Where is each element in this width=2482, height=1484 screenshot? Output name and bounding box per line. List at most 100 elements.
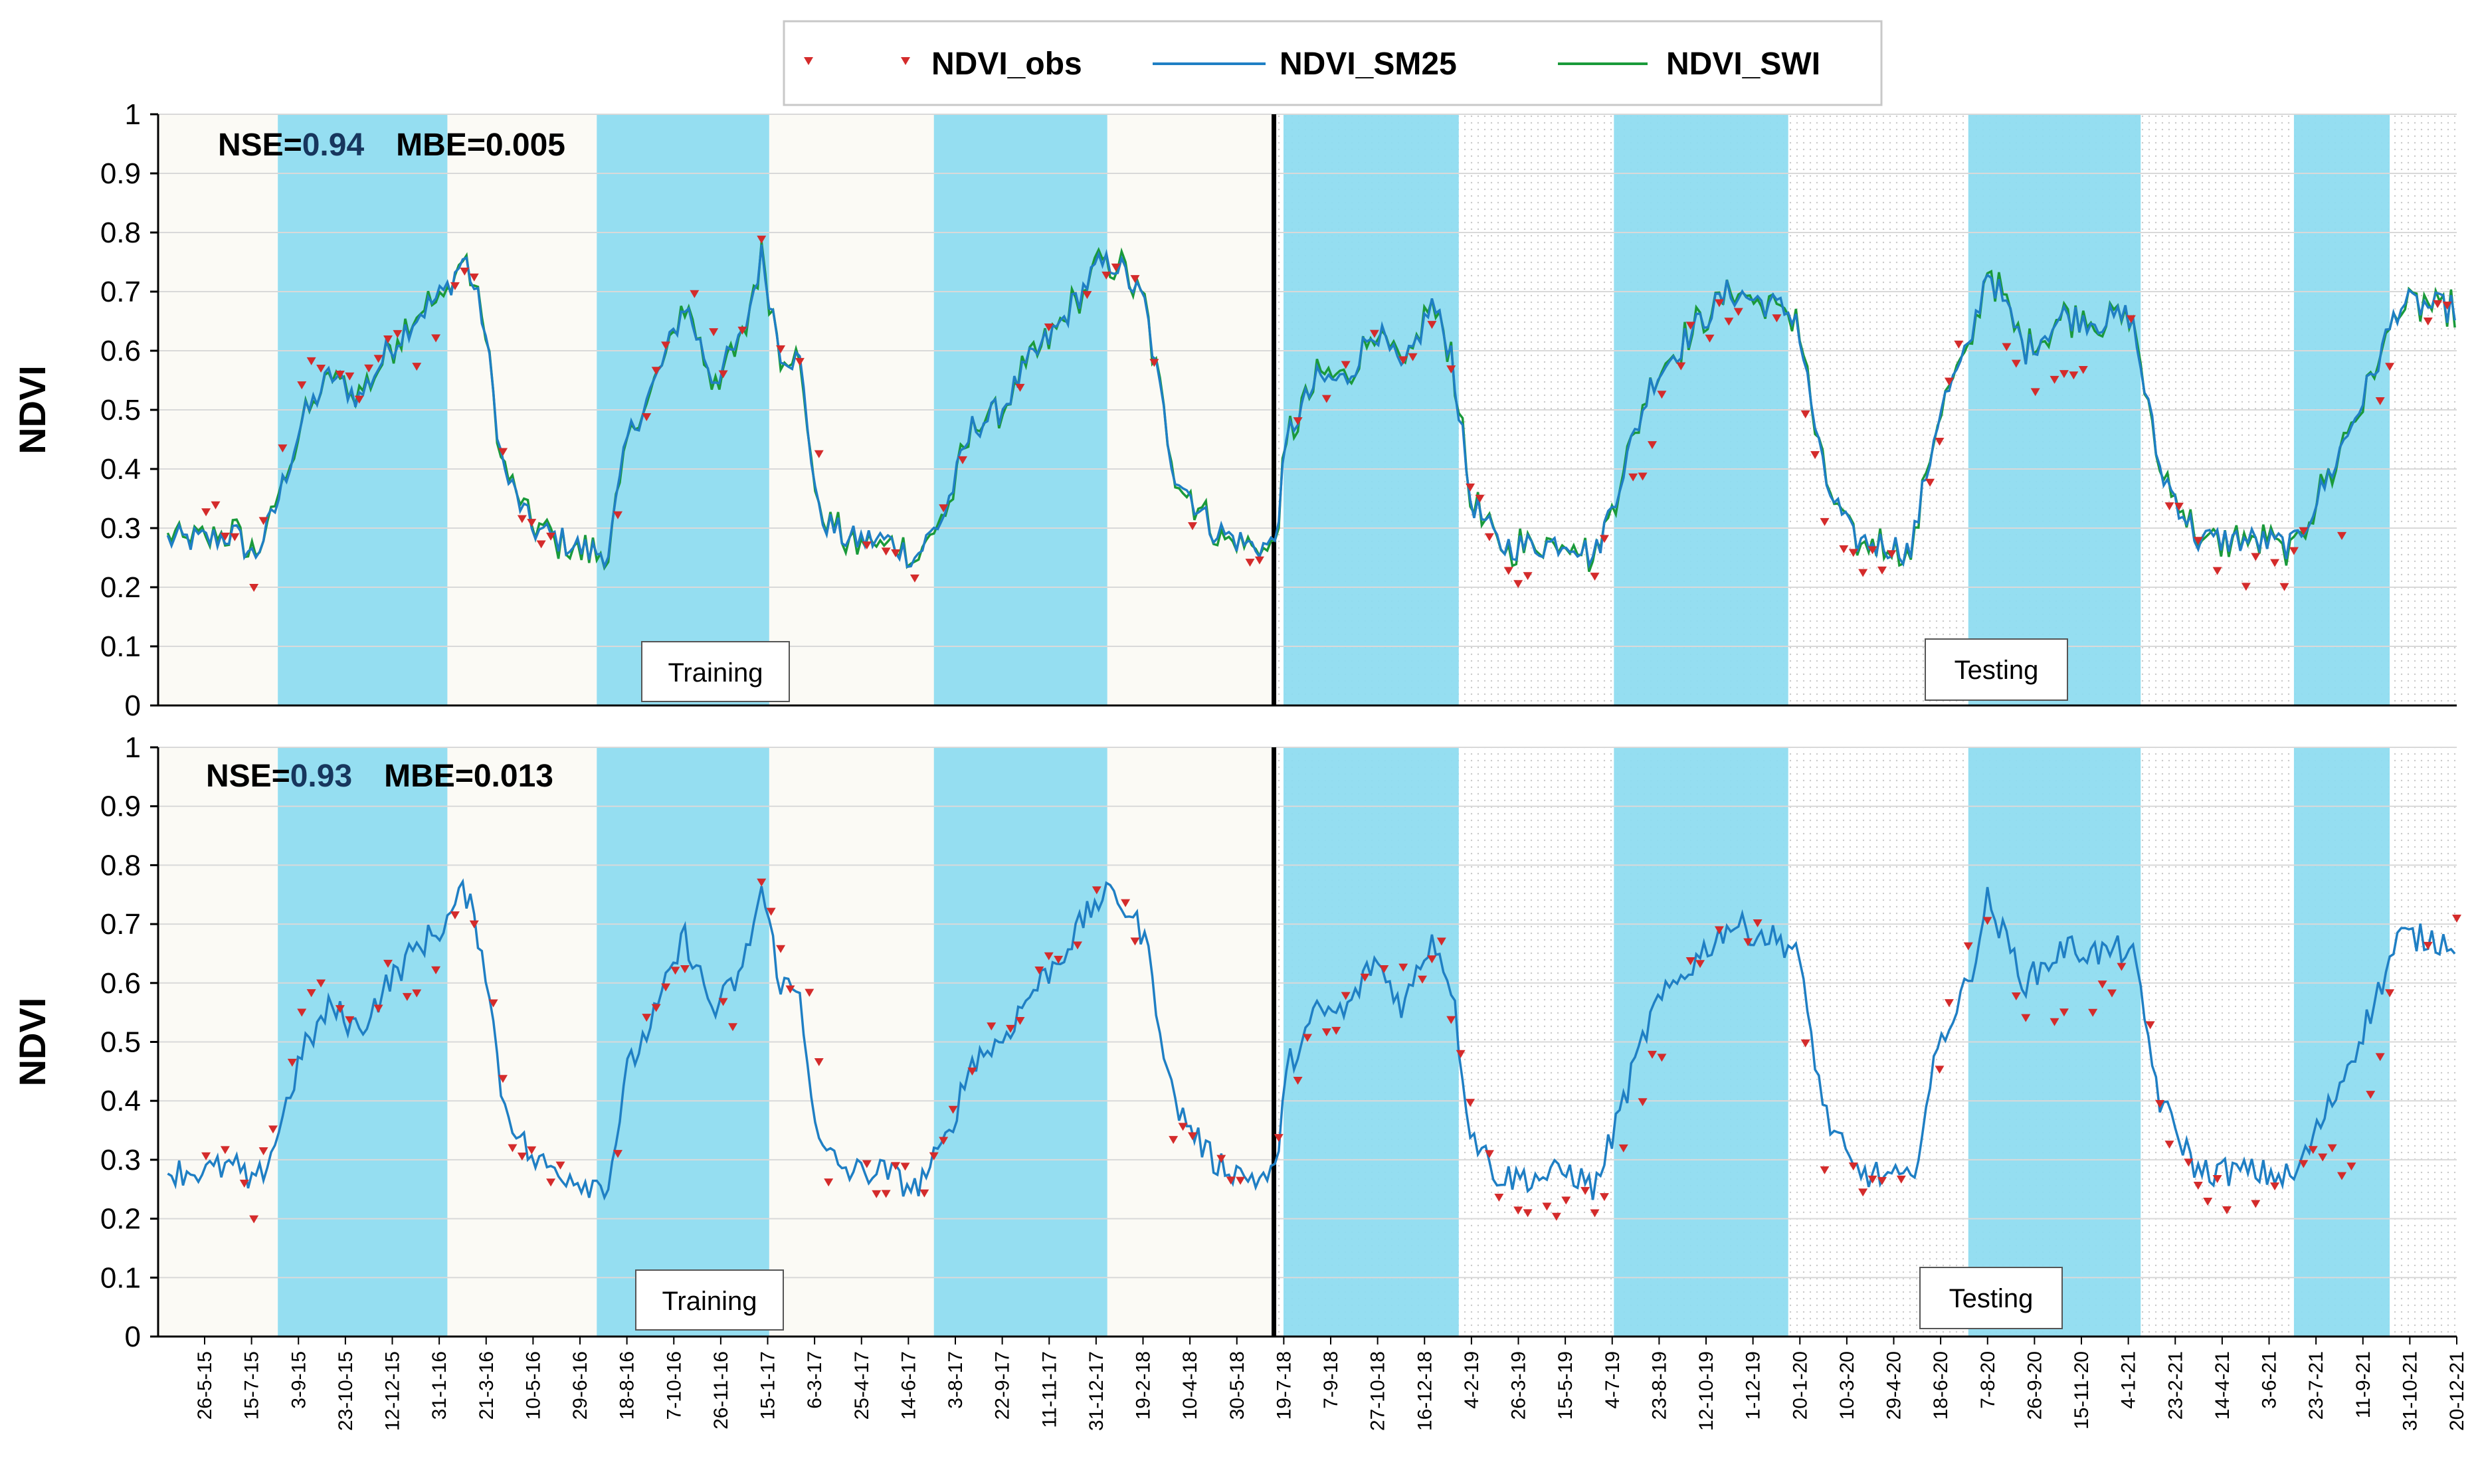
obs-point: [2327, 1144, 2337, 1153]
obs-point: [785, 985, 795, 994]
obs-point: [2222, 1206, 2232, 1214]
obs-point: [1398, 963, 1408, 972]
obs-point: [412, 363, 422, 371]
obs-point: [316, 979, 326, 988]
obs-point: [2117, 963, 2127, 971]
x-tick-label-26: 16-12-18: [1414, 1351, 1436, 1431]
x-tick-label-8: 29-6-16: [569, 1351, 591, 1420]
obs-point: [1714, 299, 1724, 308]
testing-label: Testing: [1949, 1284, 2034, 1313]
obs-point: [1753, 919, 1763, 928]
x-tick-label-48: 20-12-21: [2446, 1351, 2468, 1431]
legend: NDVI_obs NDVI_SM25 NDVI_SWI: [783, 20, 1883, 106]
obs-point: [1551, 1212, 1561, 1221]
obs-point: [1484, 1150, 1494, 1159]
obs-point: [2337, 531, 2346, 540]
y-tick-label-2: 0.2: [100, 571, 141, 604]
obs-point: [891, 1162, 901, 1170]
obs-point: [1446, 1016, 1456, 1024]
obs-point: [517, 1153, 527, 1161]
obs-point: [278, 444, 288, 453]
x-tick-label-43: 14-4-21: [2212, 1351, 2234, 1420]
legend-label-ndvi-sm25: NDVI_SM25: [1280, 46, 1457, 82]
obs-point: [1484, 533, 1494, 541]
obs-point: [718, 370, 728, 379]
obs-point: [393, 329, 403, 338]
obs-point: [306, 357, 316, 365]
series-line-ndvi-sm25: [167, 878, 2456, 1201]
y-tick-label-4: 0.4: [100, 1085, 141, 1117]
obs-point: [1341, 361, 1351, 369]
x-tick-label-41: 4-1-21: [2118, 1351, 2140, 1409]
obs-point: [1935, 1066, 1945, 1074]
x-tick-label-11: 26-11-16: [710, 1351, 732, 1430]
obs-point: [1475, 494, 1485, 503]
y-axis-label: NDVI: [11, 365, 53, 454]
obs-point: [239, 1179, 249, 1188]
obs-point: [680, 965, 690, 973]
x-tick-label-33: 1-12-19: [1743, 1351, 1765, 1420]
x-axis: 26-5-15 15-7-15 3-9-15 23-10-15 12-12-15 31-1…: [194, 1337, 2468, 1431]
obs-point: [1743, 938, 1753, 947]
obs-point: [1092, 886, 1101, 895]
x-tick-label-42: 23-2-21: [2164, 1351, 2186, 1420]
obs-point: [1418, 975, 1427, 984]
obs-point: [2308, 1146, 2318, 1155]
obs-point: [2423, 318, 2433, 326]
obs-point: [919, 1189, 929, 1198]
y-tick-label-7: 0.7: [100, 908, 141, 941]
obs-point: [258, 1147, 268, 1156]
obs-point: [2318, 1153, 2328, 1162]
obs-point: [1398, 356, 1408, 365]
obs-point: [1054, 955, 1064, 964]
obs-point: [757, 878, 767, 887]
obs-point: [1254, 556, 1264, 565]
obs-point: [881, 547, 891, 556]
obs-point: [2145, 1021, 2155, 1030]
obs-point: [2251, 553, 2261, 561]
series-line-ndvi-sm25: [166, 244, 2456, 570]
obs-point: [1245, 559, 1255, 567]
obs-point: [1149, 359, 1159, 367]
x-tick-label-5: 31-1-16: [429, 1351, 450, 1420]
obs-point: [2050, 1018, 2059, 1026]
y-tick-label-4: 0.4: [100, 453, 141, 486]
obs-point: [2059, 370, 2069, 379]
obs-point: [2212, 567, 2222, 575]
x-tick-label-46: 11-9-21: [2352, 1351, 2374, 1418]
obs-point: [2270, 1182, 2280, 1191]
obs-point: [718, 998, 728, 1006]
y-tick-label-7: 0.7: [100, 276, 141, 308]
obs-point: [1236, 1176, 1246, 1185]
obs-point: [1944, 999, 1954, 1008]
x-tick-label-20: 19-2-18: [1133, 1351, 1155, 1420]
obs-point: [249, 1215, 259, 1224]
y-axis-label: NDVI: [11, 998, 53, 1087]
obs-point: [900, 1162, 910, 1171]
obs-point: [1034, 966, 1044, 974]
mbe-value: 0.005: [486, 128, 565, 163]
obs-point: [431, 966, 441, 974]
nse-value: 0.94: [302, 128, 365, 163]
obs-point: [297, 1008, 307, 1017]
obs-point: [1638, 1098, 1648, 1107]
obs-point: [2126, 315, 2136, 324]
x-tick-label-21: 10-4-18: [1179, 1351, 1201, 1420]
obs-point: [498, 448, 508, 456]
obs-point: [1800, 1039, 1810, 1048]
obs-point: [2385, 989, 2395, 998]
obs-point: [1542, 1202, 1552, 1211]
legend-box: [783, 20, 1883, 106]
obs-point: [1618, 1144, 1628, 1153]
obs-point: [1820, 517, 1830, 526]
obs-point: [1321, 395, 1331, 403]
obs-point: [1599, 535, 1609, 543]
obs-point: [1638, 472, 1648, 481]
training-label: Training: [668, 658, 763, 688]
obs-point: [1321, 1028, 1331, 1037]
obs-point: [2279, 583, 2289, 591]
obs-point: [1810, 451, 1820, 460]
obs-point: [546, 1178, 556, 1187]
obs-point: [1887, 550, 1897, 559]
obs-point: [2452, 914, 2461, 923]
